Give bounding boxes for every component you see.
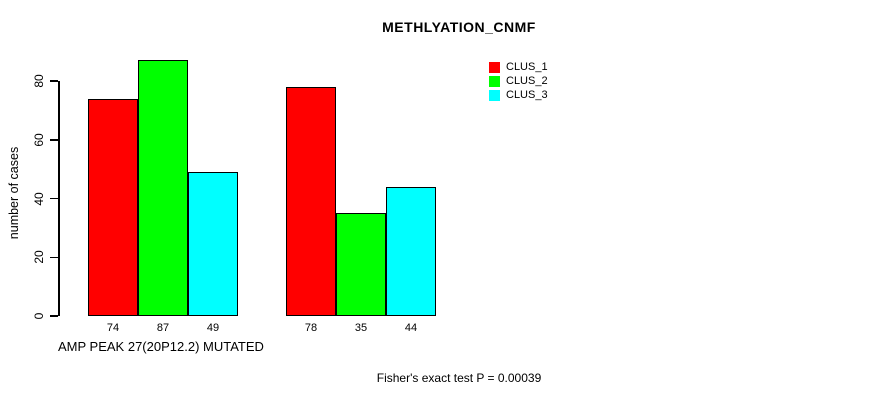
bar-clus_2-group1 <box>138 60 188 316</box>
legend-item-clus_3: CLUS_3 <box>489 88 548 102</box>
y-axis-line <box>58 81 60 316</box>
bar-value-label: 87 <box>156 322 170 334</box>
clus_1-swatch-icon <box>489 61 500 73</box>
legend: CLUS_1 CLUS_2 CLUS_3 <box>489 60 548 102</box>
clus_3-swatch-icon <box>489 89 500 101</box>
bar-clus_1-group2 <box>286 86 336 316</box>
x-axis-label: AMP PEAK 27(20P12.2) MUTATED <box>58 339 264 354</box>
y-tick-label: 60 <box>32 133 46 147</box>
bar-clus_3-group1 <box>188 172 238 316</box>
bar-value-label: 74 <box>106 322 120 334</box>
bar-value-label: 78 <box>304 322 318 334</box>
bar-clus_1-group1 <box>88 98 138 316</box>
legend-item-clus_1: CLUS_1 <box>489 60 548 74</box>
bar-clus_3-group2 <box>386 186 436 316</box>
y-axis-tick <box>50 315 58 317</box>
bar-value-label: 49 <box>206 322 220 334</box>
legend-label: CLUS_2 <box>506 75 548 87</box>
y-axis-tick <box>50 139 58 141</box>
y-axis-tick <box>50 80 58 82</box>
legend-label: CLUS_3 <box>506 89 548 101</box>
y-tick-label: 40 <box>32 191 46 206</box>
y-axis-label: number of cases <box>7 146 21 240</box>
clus_2-swatch-icon <box>489 75 500 87</box>
legend-item-clus_2: CLUS_2 <box>489 74 548 88</box>
fisher-test-annotation: Fisher's exact test P = 0.00039 <box>376 371 542 385</box>
chart-title: METHLYATION_CNMF <box>382 19 536 35</box>
bar-value-label: 44 <box>404 322 418 334</box>
legend-label: CLUS_1 <box>506 61 548 73</box>
bar-clus_2-group2 <box>336 213 386 316</box>
bar-value-label: 35 <box>354 322 368 334</box>
y-axis-tick <box>50 256 58 258</box>
y-tick-label: 0 <box>32 312 46 320</box>
y-tick-label: 80 <box>32 74 46 88</box>
y-tick-label: 20 <box>32 250 46 264</box>
y-axis-tick <box>50 197 58 200</box>
